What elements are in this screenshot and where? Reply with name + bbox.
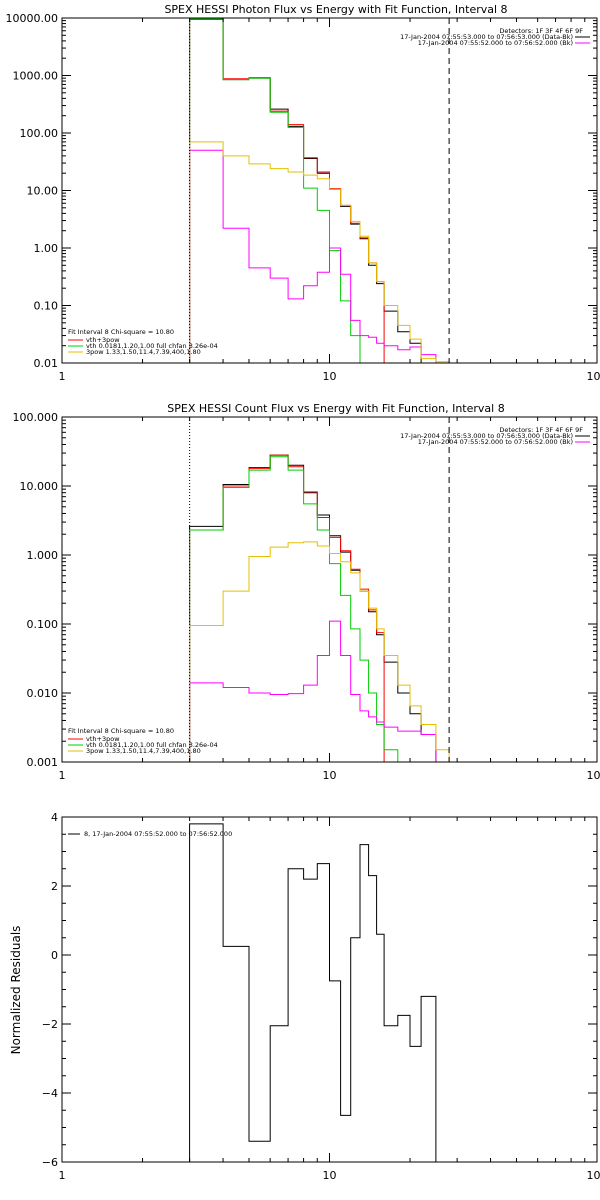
series-step-line-0	[189, 454, 437, 762]
count-flux-panel: SPEX HESSI Count Flux vs Energy with Fit…	[13, 402, 600, 782]
count-legend-3pow: 3pow 1.33,1.50,11.4,7.39,400,1.80	[86, 747, 201, 755]
count-fit-interval-text: Fit Interval 8 Chi-square = 10.80	[68, 727, 174, 735]
photon-plot-frame	[61, 17, 598, 364]
photon-legend-vth: vth 0.0181,1.20,1.00 full chfan 3.26e-04	[86, 342, 218, 350]
y-tick-label: 100.00	[20, 127, 59, 140]
x-tick-label: 1	[59, 370, 66, 383]
y-tick-label: 100.000	[13, 411, 59, 424]
series-step-line-4	[189, 541, 450, 762]
count-legend-vth: vth 0.0181,1.20,1.00 full chfan 3.26e-04	[86, 741, 218, 749]
y-tick-label: −2	[42, 1018, 58, 1031]
y-tick-label: 1.00	[34, 242, 59, 255]
count-legend-top: Detectors: 1F 3F 4F 6F 9F 17-Jan-2004 07…	[400, 426, 590, 446]
photon-fit-interval-text: Fit Interval 8 Chi-square = 10.80	[68, 328, 174, 336]
x-tick-label: 1	[59, 769, 66, 782]
photon-legend-bk-range: 17-Jan-2004 07:55:52.000 to 07:56:52.000…	[418, 39, 573, 47]
residual-ylabel: Normalized Residuals	[9, 926, 23, 1055]
y-tick-label: 10.000	[20, 480, 59, 493]
x-tick-label: 100	[587, 370, 600, 383]
photon-legend-top: Detectors: 1F 3F 4F 6F 9F 17-Jan-2004 07…	[400, 27, 590, 47]
series-step-line-2	[189, 456, 399, 762]
count-legend-bottom: Fit Interval 8 Chi-square = 10.80 vth+3p…	[68, 727, 218, 755]
y-tick-label: 10000.00	[6, 12, 59, 25]
photon-axes-group: 1 10 100 0.01 0.10 1.00 10.00 100.00 1000.00 1000…	[6, 12, 600, 383]
y-tick-label: 1.000	[27, 549, 59, 562]
photon-legend-3pow: 3pow 1.33,1.50,11.4,7.39,400,1.80	[86, 348, 201, 356]
series-step-line-3	[189, 149, 437, 363]
photon-vlines-group	[189, 18, 450, 363]
photon-legend-model: vth+3pow	[86, 336, 120, 344]
residual-series-group	[189, 823, 437, 1162]
count-series-group	[189, 454, 450, 762]
series-step-line-2	[189, 18, 369, 364]
count-vlines-group	[189, 417, 450, 762]
residual-legend-text: 8, 17-Jan-2004 07:55:52.000 to 07:56:52.…	[84, 830, 232, 838]
count-legend-data-range: 17-Jan-2004 07:55:53.000 to 07:56:53.000…	[400, 432, 573, 440]
residual-plot-frame	[61, 816, 598, 1163]
x-tick-label: 1	[59, 1169, 66, 1182]
residual-legend: 8, 17-Jan-2004 07:55:52.000 to 07:56:52.…	[68, 830, 232, 838]
count-legend-detectors: Detectors: 1F 3F 4F 6F 9F	[499, 426, 583, 434]
x-tick-label: 10	[323, 769, 337, 782]
x-tick-label: 100	[587, 1169, 600, 1182]
y-tick-label: 4	[51, 811, 58, 824]
photon-legend-detectors: Detectors: 1F 3F 4F 6F 9F	[499, 27, 583, 35]
y-tick-label: 2	[51, 880, 58, 893]
y-tick-label: −4	[42, 1087, 58, 1100]
y-tick-label: 0.001	[27, 756, 59, 769]
series-step-line-1	[189, 454, 385, 762]
series-step-line-0	[189, 18, 422, 363]
x-tick-label: 10	[323, 370, 337, 383]
y-tick-label: 1000.00	[13, 70, 59, 83]
series-step-line-4	[189, 141, 450, 363]
count-plot-frame	[61, 416, 598, 763]
y-tick-label: 0.100	[27, 618, 59, 631]
x-tick-label: 10	[323, 1169, 337, 1182]
photon-flux-panel: SPEX HESSI Photon Flux vs Energy with Fi…	[6, 3, 600, 383]
photon-series-group	[189, 18, 450, 364]
series-step-line-0	[189, 823, 437, 1162]
count-legend-bk-range: 17-Jan-2004 07:55:52.000 to 07:56:52.000…	[418, 438, 573, 446]
series-step-line-3	[189, 620, 437, 762]
count-legend-model: vth+3pow	[86, 735, 120, 743]
y-tick-label: 0.010	[27, 687, 59, 700]
residuals-panel: 1 10 100 −6 −4 −2 0 2 4 Normalized Residuals 8, …	[9, 811, 600, 1182]
photon-chart-title: SPEX HESSI Photon Flux vs Energy with Fi…	[164, 3, 507, 16]
y-tick-label: 0.01	[34, 357, 59, 370]
y-tick-label: 0	[51, 949, 58, 962]
photon-legend-data-range: 17-Jan-2004 07:55:53.000 to 07:56:53.000…	[400, 33, 573, 41]
y-tick-label: 0.10	[34, 300, 59, 313]
residual-axes-group: 1 10 100 −6 −4 −2 0 2 4	[42, 811, 600, 1182]
photon-legend-bottom: Fit Interval 8 Chi-square = 10.80 vth+3p…	[68, 328, 218, 356]
x-tick-label: 100	[587, 769, 600, 782]
count-chart-title: SPEX HESSI Count Flux vs Energy with Fit…	[167, 402, 504, 415]
y-tick-label: 10.00	[27, 185, 59, 198]
y-tick-label: −6	[42, 1156, 58, 1169]
series-step-line-1	[189, 18, 385, 363]
